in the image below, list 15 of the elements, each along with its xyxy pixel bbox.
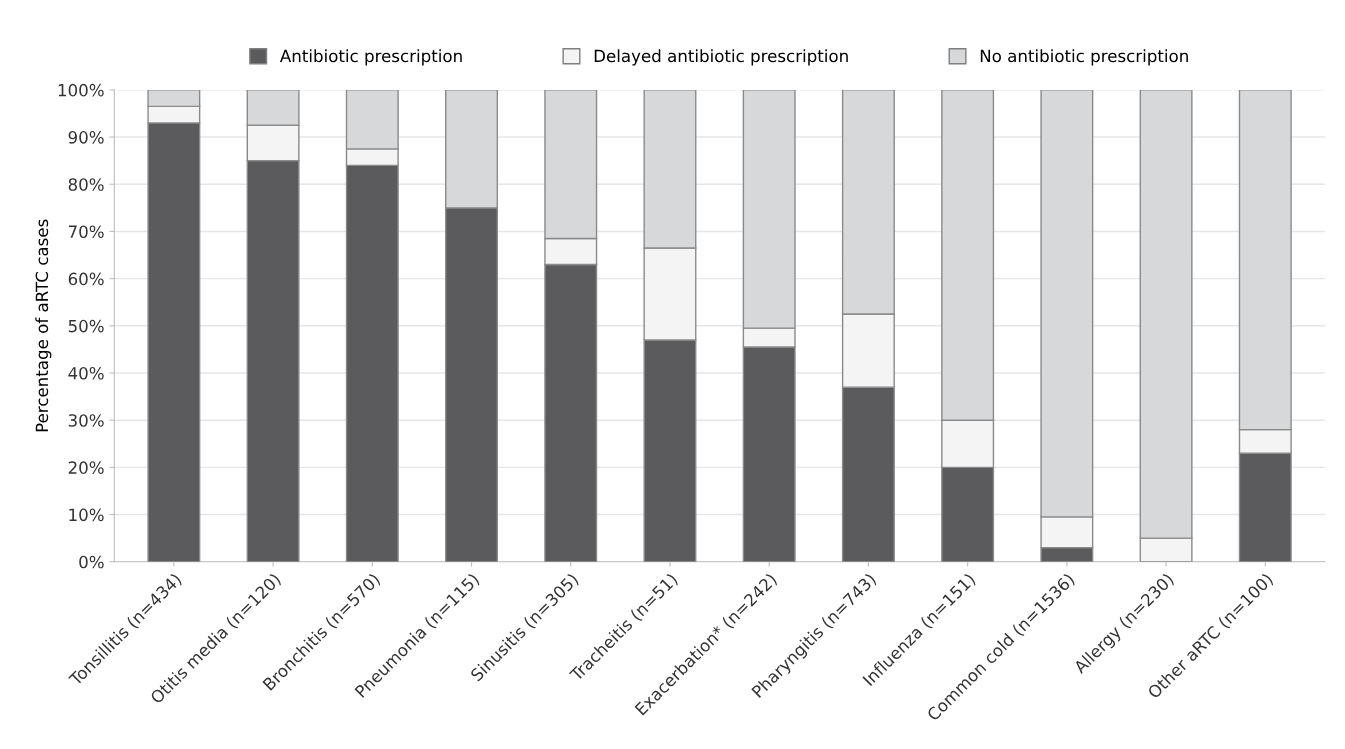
y-tick-label: 60% — [68, 272, 104, 286]
y-tick-label: 40% — [68, 366, 104, 380]
y-tick-label: 0% — [79, 555, 104, 569]
legend-label: No antibiotic prescription — [980, 49, 1188, 66]
y-tick-label: 10% — [69, 508, 104, 522]
y-tick-label: 30% — [68, 414, 104, 427]
y-tick-label: 50% — [68, 319, 104, 333]
y-tick-label: 20% — [68, 461, 104, 474]
y-tick-label: 90% — [68, 131, 104, 144]
y-tick-label: 70% — [68, 225, 104, 239]
legend-label: Antibiotic prescription — [279, 49, 462, 66]
legend-label: Delayed antibiotic prescription — [594, 49, 848, 66]
y-tick-label: 100% — [58, 83, 104, 97]
y-axis-title: Percentage of aRTC cases — [35, 219, 52, 432]
y-tick-label: 80% — [68, 178, 104, 191]
